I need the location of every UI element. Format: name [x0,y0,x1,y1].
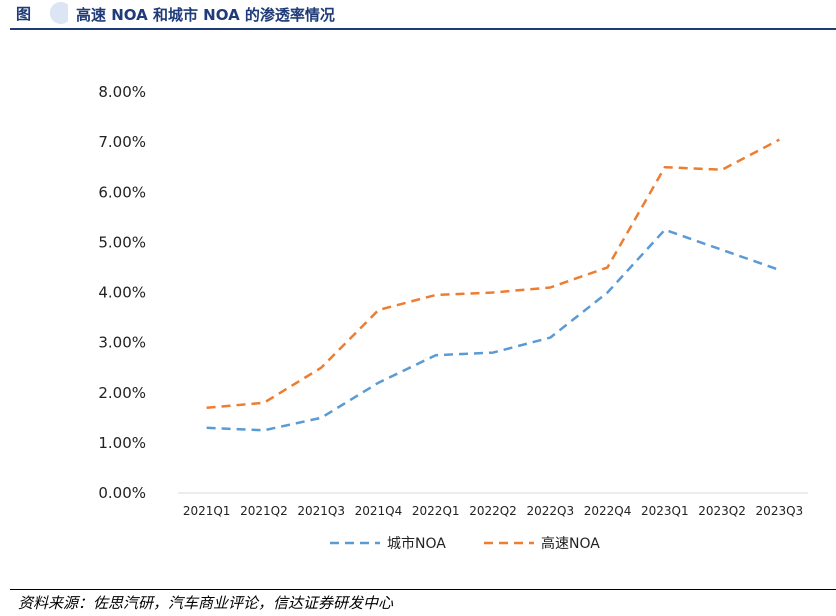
figure-title: 高速 NOA 和城市 NOA 的渗透率情况 [76,6,335,24]
x-tick-label: 2021Q1 [183,504,231,518]
figure-header: 图 高速 NOA 和城市 NOA 的渗透率情况 [0,0,836,28]
x-tick-label: 2021Q3 [297,504,345,518]
header-rule [10,28,836,30]
x-tick-label: 2022Q1 [412,504,460,518]
source-note: 资料来源：佐思汽研，汽车商业评论，信达证券研发中心 [18,594,394,612]
line-chart: 0.00% 1.00% 2.00% 3.00% 4.00% 5.00% 6.00% 7.00%… [98,83,808,552]
y-tick-label: 4.00% [98,284,146,302]
x-tick-label: 2023Q2 [698,504,746,518]
legend-label-2: 高速NOA [541,535,600,552]
figure-tag: 图 [16,5,32,23]
x-tick-label: 2023Q3 [756,504,804,518]
legend-label-1: 城市NOA [387,535,446,552]
x-tick-label: 2023Q1 [641,504,689,518]
y-tick-label: 3.00% [98,334,146,352]
x-tick-label: 2022Q3 [526,504,574,518]
x-tick-label: 2021Q4 [355,504,403,518]
x-tick-label: 2022Q2 [469,504,517,518]
y-tick-label: 5.00% [98,233,146,251]
series-line-2 [206,138,780,410]
y-tick-label: 2.00% [98,384,146,402]
series-line-1 [206,228,780,432]
footer-rule [10,589,836,590]
x-tick-label: 2021Q2 [240,504,288,518]
header-decoration [44,1,68,25]
y-tick-label: 1.00% [98,434,146,452]
y-tick-label: 8.00% [98,83,146,101]
y-tick-label: 7.00% [98,133,146,151]
x-tick-label: 2022Q4 [584,504,632,518]
y-tick-label: 0.00% [98,484,146,502]
y-tick-label: 6.00% [98,183,146,201]
